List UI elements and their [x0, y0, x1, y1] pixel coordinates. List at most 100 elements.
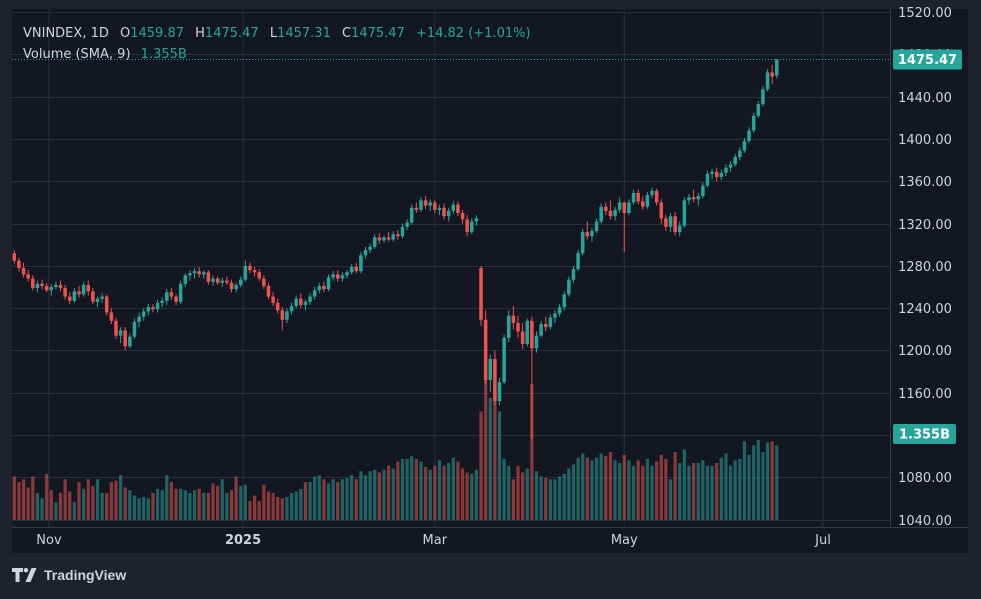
price-axis-tick: 1240.00	[898, 302, 952, 317]
candle-body	[451, 204, 456, 211]
volume-bar	[396, 461, 400, 520]
interval-label[interactable]: 1D	[90, 26, 109, 41]
volume-bar	[678, 463, 682, 520]
volume-bar	[308, 482, 312, 520]
volume-bar	[608, 452, 613, 520]
volume-bar	[664, 458, 668, 520]
volume-bar	[650, 465, 654, 520]
candle-body	[391, 234, 395, 240]
volume-bar	[590, 460, 594, 520]
volume-bar	[701, 460, 705, 520]
candle-body	[275, 302, 280, 311]
candle-body	[488, 358, 493, 381]
volume-indicator-label[interactable]: Volume (SMA, 9)	[23, 47, 131, 62]
volume-bar	[340, 479, 345, 520]
volume-bar	[137, 498, 141, 520]
candle-body	[691, 197, 696, 200]
candle-body	[724, 167, 728, 173]
volume-bar	[525, 468, 529, 520]
volume-bar	[225, 492, 229, 520]
volume-bar	[179, 488, 183, 520]
volume-bar	[752, 445, 756, 520]
candle-body	[160, 300, 164, 303]
candle-body	[465, 219, 469, 233]
volume-bar	[368, 471, 372, 520]
volume-bar	[414, 458, 418, 520]
candle-body	[123, 330, 127, 347]
candle-body	[146, 307, 151, 312]
candle-body	[567, 279, 571, 295]
volume-bar	[433, 465, 437, 520]
volume-bar	[118, 475, 123, 520]
candle-body	[44, 285, 49, 291]
candle-body	[174, 296, 178, 302]
candle-body	[470, 221, 474, 233]
candle-body	[497, 382, 502, 402]
candle-body	[710, 171, 714, 174]
volume-bar	[470, 473, 474, 520]
volume-bar	[146, 498, 150, 520]
tradingview-logo[interactable]: TradingView	[12, 567, 126, 583]
volume-bar	[465, 472, 469, 520]
volume-bar	[659, 454, 663, 520]
volume-bar	[49, 490, 53, 520]
volume-bar	[553, 479, 557, 520]
price-axis-tick: 1360.00	[898, 175, 952, 190]
volume-bar	[410, 456, 414, 520]
volume-bar	[262, 484, 266, 520]
time-axis[interactable]: Nov 2025 Mar May Jul	[36, 533, 831, 548]
candle-body	[81, 284, 86, 295]
volume-bar	[271, 492, 275, 520]
volume-bar	[451, 457, 455, 520]
volume-bar	[585, 457, 589, 520]
candle-body	[437, 207, 442, 210]
candle-body	[141, 311, 146, 317]
candle-body	[104, 296, 109, 313]
volume-bar	[86, 479, 90, 520]
volume-bar	[728, 465, 733, 520]
candle-body	[668, 216, 673, 227]
candle-body	[414, 207, 419, 210]
volume-bar	[386, 465, 391, 520]
volume-bar	[576, 457, 580, 520]
volume-bar	[45, 473, 49, 520]
candle-body	[308, 296, 312, 302]
candle-body	[608, 210, 613, 217]
symbol-label[interactable]: VNINDEX	[23, 26, 83, 41]
volume-bar	[382, 469, 386, 520]
price-axis-tick: 1080.00	[898, 471, 952, 486]
candle-body	[433, 202, 437, 210]
volume-bars	[12, 343, 779, 520]
volume-bar	[516, 465, 520, 520]
price-candles	[12, 59, 779, 440]
volume-bar	[63, 479, 67, 520]
candle-body	[151, 307, 155, 310]
candle-body	[728, 164, 733, 168]
candle-body	[118, 330, 123, 336]
volume-bar	[673, 452, 677, 520]
candle-body	[303, 301, 308, 305]
candle-body	[483, 319, 488, 381]
candle-body	[17, 260, 21, 268]
candle-body	[243, 265, 248, 280]
volume-bar	[26, 487, 30, 520]
candle-body	[12, 253, 17, 261]
candle-body	[761, 89, 765, 105]
volume-bar	[142, 496, 146, 520]
candle-body	[77, 291, 81, 295]
volume-bar	[192, 490, 197, 520]
volume-bar	[243, 484, 247, 520]
candle-body	[747, 130, 751, 142]
candle-body	[627, 202, 631, 214]
candle-body	[248, 265, 252, 271]
candle-body	[585, 232, 590, 237]
chart-legend: VNINDEX, 1D O1459.87 H1475.47 L1457.31 C…	[23, 23, 531, 65]
candle-body	[95, 298, 100, 302]
volume-row: Volume (SMA, 9) 1.355B	[23, 44, 531, 65]
volume-bar	[682, 449, 686, 520]
volume-bar	[419, 461, 423, 520]
volume-bar	[91, 486, 95, 520]
volume-bar	[765, 442, 770, 520]
